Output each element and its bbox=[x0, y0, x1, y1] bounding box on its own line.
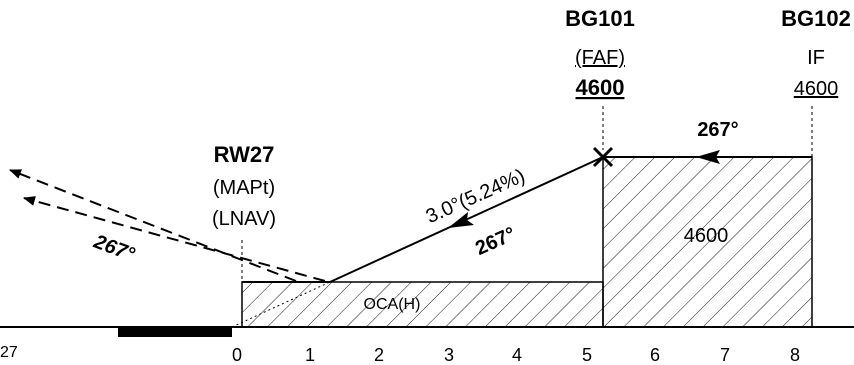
faf-cross-icon bbox=[592, 146, 614, 168]
intermediate-course-label: 267° bbox=[697, 119, 738, 141]
intermediate-arrow bbox=[696, 150, 720, 164]
bg101-role: (FAF) bbox=[575, 47, 625, 69]
tick-8: 8 bbox=[790, 345, 800, 365]
distance-axis-ticks: 0 1 2 3 4 5 6 7 8 bbox=[232, 345, 800, 365]
rw27-name: RW27 bbox=[214, 142, 275, 167]
runway-bar bbox=[118, 327, 232, 337]
oca-label: OCA(H) bbox=[364, 296, 421, 313]
intermediate-altitude-label: 4600 bbox=[684, 225, 729, 247]
rw27-role-mapt: (MAPt) bbox=[213, 177, 275, 199]
tick-5: 5 bbox=[582, 345, 592, 365]
tick-2: 2 bbox=[374, 345, 384, 365]
runway-number-label: 27 bbox=[0, 344, 18, 361]
rw27-role-lnav: (LNAV) bbox=[212, 208, 276, 230]
missed-course-label: 267° bbox=[90, 230, 138, 266]
final-arrow bbox=[448, 212, 474, 228]
tick-1: 1 bbox=[305, 345, 315, 365]
bg102-role: IF bbox=[807, 47, 825, 69]
tick-4: 4 bbox=[512, 345, 522, 365]
missed-approach-line-1 bbox=[9, 169, 297, 282]
bg101-altitude: 4600 bbox=[576, 75, 625, 100]
tick-7: 7 bbox=[720, 345, 730, 365]
tick-6: 6 bbox=[650, 345, 660, 365]
bg102-altitude: 4600 bbox=[794, 78, 839, 100]
final-course-label: 267° bbox=[472, 223, 519, 260]
missed-approach-line-2 bbox=[23, 196, 326, 282]
oca-area bbox=[241, 281, 604, 328]
intermediate-area bbox=[602, 156, 813, 328]
waypoint-rw27: RW27 (MAPt) (LNAV) bbox=[212, 142, 276, 230]
bg101-name: BG101 bbox=[565, 6, 635, 31]
waypoint-bg101: BG101 (FAF) 4600 bbox=[565, 6, 635, 100]
tick-0: 0 bbox=[232, 345, 242, 365]
bg102-name: BG102 bbox=[781, 6, 851, 31]
tick-3: 3 bbox=[444, 345, 454, 365]
waypoint-bg102: BG102 IF 4600 bbox=[781, 6, 851, 100]
glide-path-label: 3.0°(5.24%) bbox=[423, 165, 529, 228]
